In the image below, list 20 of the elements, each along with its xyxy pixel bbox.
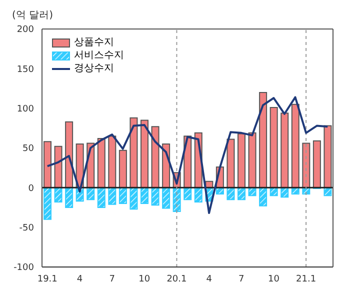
y-tick-label: -50 <box>19 224 34 234</box>
x-tick-label: 21.1 <box>296 274 316 284</box>
x-tick-label: 7 <box>238 274 244 284</box>
x-tick-label: 4 <box>206 274 212 284</box>
y-tick-label: -100 <box>14 263 34 274</box>
x-tick-label: 10 <box>138 274 150 284</box>
x-tick-label: 19.1 <box>37 274 58 284</box>
y-tick-label: 150 <box>16 64 34 75</box>
y-tick-label: 100 <box>16 104 34 115</box>
legend-label: 서비스수지 <box>74 49 124 62</box>
y-tick-label: 0 <box>28 184 34 194</box>
legend-label: 경상수지 <box>74 62 114 75</box>
y-tick-label: 50 <box>22 144 34 154</box>
x-tick-label: 4 <box>76 274 83 284</box>
legend-label: 상품수지 <box>74 36 114 49</box>
x-tick-label: 10 <box>268 274 280 284</box>
y-axis-title: (억 달러) <box>12 9 53 22</box>
x-tick-label: 7 <box>109 274 115 284</box>
x-tick-label: 20.1 <box>166 274 187 284</box>
y-tick-label: 200 <box>16 25 34 36</box>
